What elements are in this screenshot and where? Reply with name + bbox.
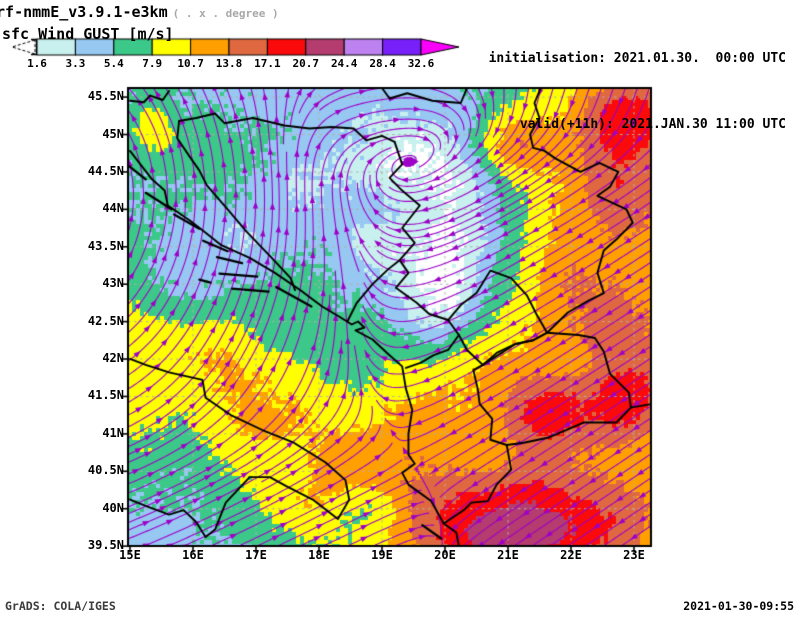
- creation-timestamp: 2021-01-30-09:55: [683, 599, 794, 613]
- initialisation-label: initialisation: 2021.01.30. 00:00 UTC: [488, 51, 786, 66]
- model-title: wrf-nmmE_v3.9.1-e3km: [0, 3, 168, 21]
- valid-time-label: valid(+11h): 2021.JAN.30 11:00 UTC: [519, 117, 786, 132]
- field-title: sfc Wind GUST [m/s]: [2, 25, 174, 43]
- model-subtitle: ( . x . degree ): [172, 7, 279, 20]
- page-title: wrf-nmmE_v3.9.1-e3km ( . x . degree ): [0, 3, 279, 21]
- grads-credit: GrADS: COLA/IGES: [5, 599, 116, 613]
- run-info: initialisation: 2021.01.30. 00:00 UTC va…: [489, 4, 786, 158]
